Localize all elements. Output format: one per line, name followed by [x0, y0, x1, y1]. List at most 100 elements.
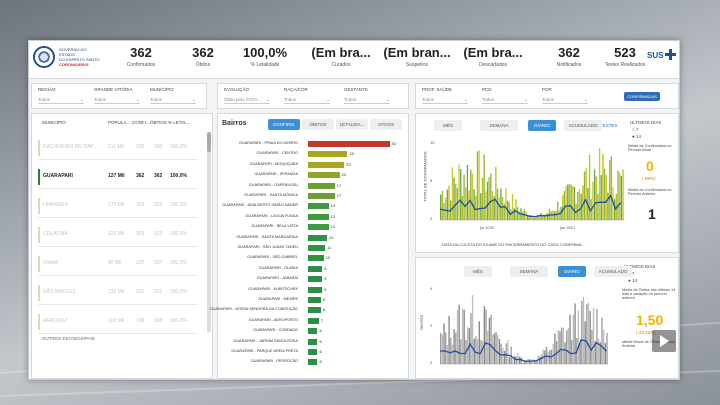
bairro-row[interactable]: GUARAPARI - OLARIA 9 — [218, 265, 410, 273]
filter-dropdown[interactable]: RAÇA/COR Todos — [284, 87, 330, 104]
bairro-row[interactable]: GUARAPARI - PERROCÃO 6 — [218, 358, 410, 366]
period-tab[interactable]: ACUMULADO — [564, 120, 602, 131]
filter-value[interactable]: Todos — [542, 97, 588, 104]
top-side-title: ÚLTIMOS DIAS — [630, 120, 662, 125]
period-tab[interactable]: DIÁRIO — [528, 120, 556, 131]
kpi-label: Testes Realizados — [604, 62, 646, 68]
moving-average-line — [439, 339, 607, 362]
bairro-row[interactable]: GUARAPARI - NOSSA SENHORA DA CONCEIÇÃO 8 — [210, 306, 410, 314]
bairro-row[interactable]: GUARAPARI - LAGOA FUNDA 13 — [218, 213, 410, 221]
column-header[interactable]: POPULA... — [108, 120, 131, 125]
filter-label: PROF. SAÚDE — [422, 87, 453, 92]
period-tab[interactable]: SEMANA — [510, 266, 548, 277]
daily-bar — [560, 327, 563, 364]
table-row[interactable]: GUARAPARI 127 Mil 362 362 100,0% — [38, 165, 198, 189]
bairro-name: GUARAPARI - JABARAÍ — [256, 276, 298, 281]
bairro-row[interactable]: GUARAPARI - SANTA MÔNICA 17 — [218, 192, 410, 200]
filter-dropdown[interactable]: REGIÃO Todos — [38, 87, 84, 104]
filter-value[interactable]: Todos — [284, 97, 330, 104]
period-tab[interactable]: SEMANA — [480, 120, 518, 131]
filter-value[interactable]: Todos — [422, 97, 468, 104]
daily-bar — [473, 189, 475, 220]
top-radio-14[interactable]: ● 14 — [632, 134, 641, 139]
play-icon[interactable] — [652, 330, 676, 352]
bairro-row[interactable]: GUARAPARI - AEROPORTO 7 — [218, 317, 410, 325]
daily-bar — [463, 174, 465, 220]
bairro-row[interactable]: GUARAPARI - SÃO GABRIEL 10 — [218, 254, 410, 262]
bairro-row[interactable]: GUARAPARI - SÃO JUDAS TADEU 11 — [218, 244, 410, 252]
bairro-row[interactable]: GUARAPARI - BELA VISTA 13 — [218, 223, 410, 231]
filter-dropdown[interactable]: MUNICÍPIO Todos — [150, 87, 196, 104]
table-scrollbar-thumb[interactable] — [207, 132, 211, 152]
cell-conf: 323 — [136, 202, 145, 208]
filter-label: GESTANTE — [344, 87, 368, 92]
daily-bar — [594, 341, 596, 364]
daily-bar — [471, 173, 474, 220]
filter-dropdown[interactable]: PROF. SAÚDE Todos — [422, 87, 468, 104]
filter-dropdown[interactable]: PCD Todos — [482, 87, 528, 104]
bottom-radio-14[interactable]: ● 14 — [628, 278, 637, 283]
filter-dropdown[interactable]: POR Todos — [542, 87, 588, 104]
bairro-row[interactable]: GUARAPARI - CORDADO 6 — [218, 327, 410, 335]
bairro-row[interactable]: GUARAPARI - JARDIM SANTA ROSA 6 — [218, 338, 410, 346]
cell-conf: 221 — [136, 289, 145, 295]
y-tick-label: 2 — [430, 323, 433, 328]
bairro-row[interactable]: GUARAPARI - MEAÍPE 8 — [218, 296, 410, 304]
cell-obitos: 362 — [154, 173, 163, 179]
table-row[interactable]: ARACRUZ 103 Mil 198 198 100,0% — [38, 310, 198, 334]
kpi-value: (Em bra... — [311, 45, 371, 60]
period-tab[interactable]: MÊS — [434, 120, 462, 131]
table-row[interactable]: LINHARES 177 Mil 323 323 100,0% — [38, 194, 198, 218]
daily-bar — [545, 213, 547, 220]
bairros-tab[interactable]: LETALIDA... — [336, 119, 368, 130]
table-row[interactable]: VIANA 80 Mil 237 237 100,0% — [38, 252, 198, 276]
bairro-row[interactable]: GUARAPARI - PARQUE AREIA PRETA 6 — [218, 348, 410, 356]
daily-bar — [528, 215, 530, 220]
confirmed-button[interactable]: CONFIRMADAS — [624, 92, 660, 101]
filter-value[interactable]: Todos — [482, 97, 528, 104]
table-row[interactable]: CACHOEIRO DE ITAP... 211 Mil 300 300 100,0% — [38, 136, 198, 160]
daily-bar — [480, 193, 482, 220]
filter-value[interactable]: Todos — [150, 97, 196, 104]
period-tab[interactable]: MÊS — [464, 266, 492, 277]
bairro-row[interactable]: GUARAPARI - ADALBERTO SIMÃO NADER 13 — [218, 202, 410, 210]
bairros-tab[interactable]: CONFIRM. — [268, 119, 300, 130]
column-header[interactable]: % LETAL... — [168, 120, 191, 125]
filter-dropdown[interactable]: GESTANTE Todos — [344, 87, 390, 104]
kpi-card: 523 Testes Realizados — [590, 45, 660, 68]
bairros-tab[interactable]: ATIVOS — [370, 119, 402, 130]
top-radio-7[interactable]: ○ 7 — [632, 127, 639, 132]
filter-value[interactable]: Todos — [38, 97, 84, 104]
daily-bar — [535, 216, 537, 220]
daily-bar — [582, 296, 585, 364]
table-row[interactable]: SÃO MATEUS 132 Mil 221 221 100,0% — [38, 281, 198, 305]
filter-dropdown[interactable]: EVOLUÇÃO Óbito pelo COVI... — [224, 87, 270, 104]
bairro-row[interactable]: GUARAPARI - KUBITSCHEK 9 — [218, 286, 410, 294]
daily-bar — [600, 175, 602, 220]
bairro-row[interactable]: GUARAPARI - IPIRANGA 20 — [218, 171, 410, 179]
bairro-row[interactable]: GUARAPARI - CENTRO 25 — [218, 150, 410, 158]
filter-value[interactable]: Todos — [344, 97, 390, 104]
filter-dropdown[interactable]: GRANDE VITÓRIA Todos — [94, 87, 140, 104]
table-scrollbar[interactable] — [207, 132, 211, 332]
municipality-table: OUTROS ESTADOS/PAÍS MUNICÍPIO POPULA... CO… — [31, 113, 213, 379]
bairro-row[interactable]: GUARAPARI - MUQUIÇABA 23 — [218, 161, 410, 169]
bairro-name: GUARAPARI - JARDIM SANTA ROSA — [233, 338, 298, 343]
period-tab[interactable]: ACUMULADO — [594, 266, 632, 277]
bairros-tab[interactable]: ÓBITOS — [302, 119, 334, 130]
column-header[interactable]: CONFI... — [132, 120, 150, 125]
column-header[interactable]: MUNICÍPIO — [42, 120, 66, 125]
filter-value[interactable]: Óbito pelo COVI... — [224, 97, 270, 104]
period-tab[interactable]: DIÁRIO — [558, 266, 586, 277]
bottom-radio-14-label: 14 — [631, 278, 637, 283]
column-header[interactable]: ÓBITOS — [150, 120, 167, 125]
table-row[interactable]: COLATINA 123 Mil 323 323 100,0% — [38, 223, 198, 247]
bairro-row[interactable]: GUARAPARI - JABARAÍ 9 — [218, 275, 410, 283]
bairro-row[interactable]: GUARAPARI - PRAIA DO MORRO 52 — [218, 140, 410, 148]
bairro-bar — [308, 307, 321, 314]
filter-value[interactable]: Todos — [94, 97, 140, 104]
daily-bar — [492, 334, 494, 364]
bairro-row[interactable]: GUARAPARI - ITAPEBUSSU 17 — [218, 182, 410, 190]
bairro-row[interactable]: GUARAPARI - SANTA MARGARIDA 12 — [218, 234, 410, 242]
daily-bar — [597, 338, 600, 364]
